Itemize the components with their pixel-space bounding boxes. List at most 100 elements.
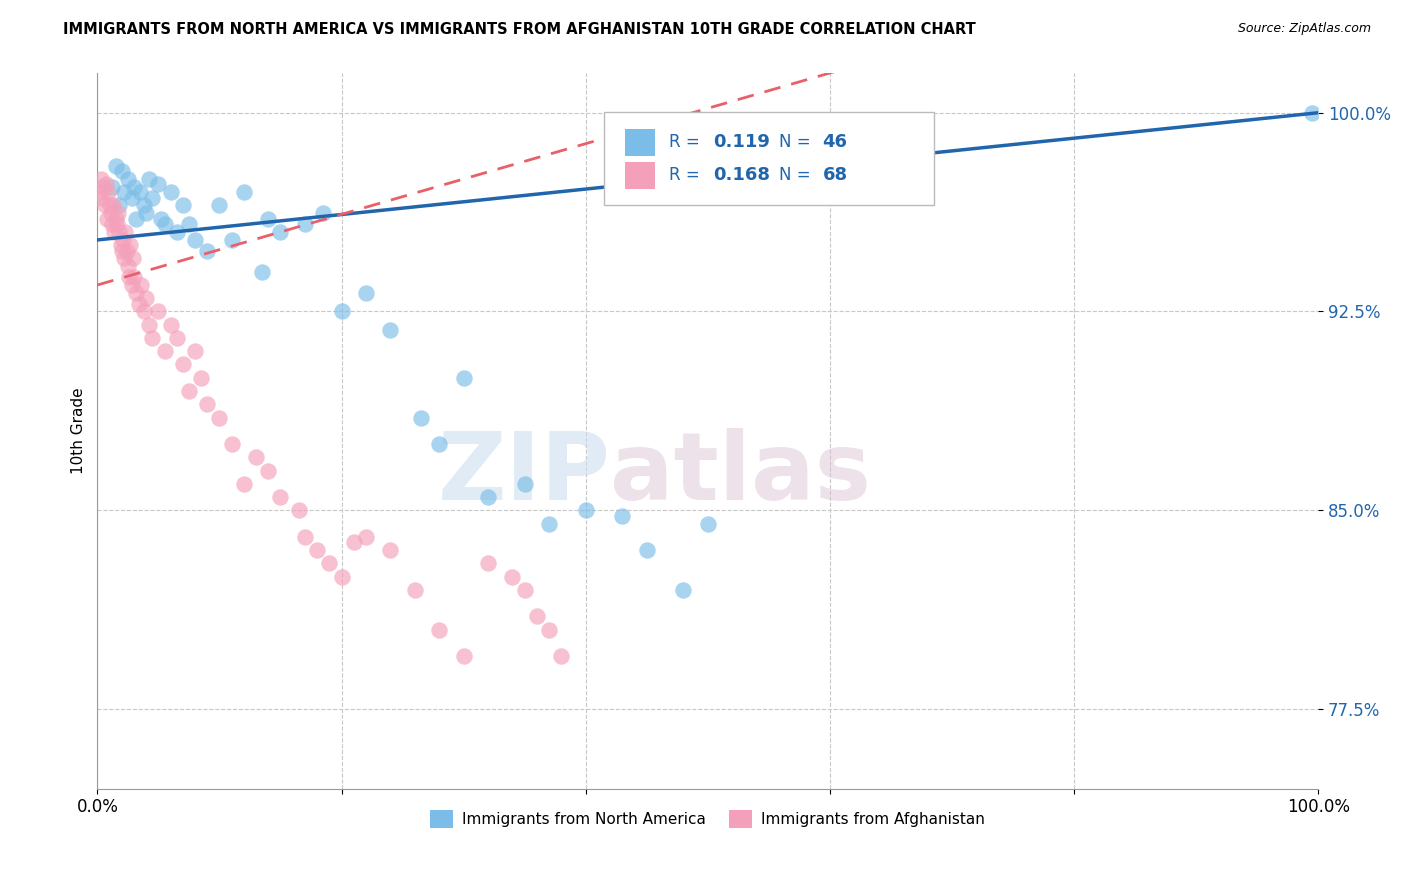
- Point: [221, 233, 243, 247]
- Point: [166, 225, 188, 239]
- Point: [312, 206, 335, 220]
- Text: 0.119: 0.119: [713, 134, 769, 152]
- Point: [380, 543, 402, 558]
- Point: [97, 186, 120, 200]
- Point: [232, 186, 254, 200]
- Point: [190, 370, 212, 384]
- Point: [343, 535, 366, 549]
- Point: [269, 490, 291, 504]
- Text: IMMIGRANTS FROM NORTH AMERICA VS IMMIGRANTS FROM AFGHANISTAN 10TH GRADE CORRELAT: IMMIGRANTS FROM NORTH AMERICA VS IMMIGRA…: [63, 22, 976, 37]
- Point: [330, 304, 353, 318]
- Point: [103, 198, 125, 212]
- Point: [111, 233, 134, 247]
- Point: [120, 238, 142, 252]
- Point: [105, 217, 128, 231]
- Point: [184, 344, 207, 359]
- Point: [110, 238, 132, 252]
- Point: [672, 582, 695, 597]
- Point: [148, 178, 170, 192]
- Point: [696, 516, 718, 531]
- Point: [453, 648, 475, 663]
- Point: [232, 476, 254, 491]
- Point: [380, 323, 402, 337]
- Point: [1301, 105, 1323, 120]
- Point: [103, 225, 125, 239]
- Point: [132, 198, 155, 212]
- Point: [294, 217, 316, 231]
- Point: [101, 180, 124, 194]
- Point: [307, 543, 329, 558]
- Point: [118, 270, 141, 285]
- Point: [115, 244, 138, 258]
- Point: [208, 410, 231, 425]
- Point: [93, 198, 115, 212]
- Point: [257, 463, 280, 477]
- Text: 46: 46: [823, 134, 848, 152]
- Point: [330, 569, 353, 583]
- Point: [513, 476, 536, 491]
- Point: [288, 503, 311, 517]
- Text: atlas: atlas: [610, 427, 872, 520]
- Point: [159, 318, 181, 332]
- Point: [93, 180, 115, 194]
- Point: [121, 190, 143, 204]
- Point: [108, 225, 131, 239]
- Point: [117, 172, 139, 186]
- Point: [153, 344, 176, 359]
- Point: [96, 211, 118, 226]
- Point: [131, 277, 153, 292]
- Point: [138, 172, 160, 186]
- Point: [138, 318, 160, 332]
- Text: R =: R =: [669, 134, 704, 152]
- FancyBboxPatch shape: [624, 161, 655, 189]
- Point: [477, 490, 499, 504]
- Point: [526, 609, 548, 624]
- Text: R =: R =: [669, 166, 704, 185]
- Y-axis label: 10th Grade: 10th Grade: [72, 387, 86, 474]
- Point: [121, 277, 143, 292]
- Point: [121, 252, 143, 266]
- Text: 68: 68: [823, 166, 848, 185]
- Point: [132, 304, 155, 318]
- Text: N =: N =: [779, 134, 815, 152]
- Point: [195, 397, 218, 411]
- Point: [195, 244, 218, 258]
- Point: [135, 291, 157, 305]
- Point: [636, 543, 658, 558]
- Point: [117, 260, 139, 274]
- FancyBboxPatch shape: [624, 128, 655, 156]
- Point: [166, 331, 188, 345]
- Point: [354, 530, 377, 544]
- Point: [172, 358, 194, 372]
- Point: [409, 410, 432, 425]
- Point: [89, 186, 111, 200]
- Point: [177, 217, 200, 231]
- Point: [221, 437, 243, 451]
- Point: [294, 530, 316, 544]
- Point: [129, 186, 152, 200]
- Point: [148, 304, 170, 318]
- Legend: Immigrants from North America, Immigrants from Afghanistan: Immigrants from North America, Immigrant…: [425, 804, 991, 835]
- Text: ZIP: ZIP: [437, 427, 610, 520]
- Point: [172, 198, 194, 212]
- Point: [427, 623, 450, 637]
- Point: [90, 172, 112, 186]
- Point: [453, 370, 475, 384]
- Point: [111, 164, 134, 178]
- Point: [112, 252, 135, 266]
- Point: [208, 198, 231, 212]
- Point: [122, 270, 145, 285]
- Point: [318, 556, 340, 570]
- Point: [98, 198, 121, 212]
- Point: [104, 159, 127, 173]
- Point: [269, 225, 291, 239]
- Point: [427, 437, 450, 451]
- Point: [101, 217, 124, 231]
- Point: [477, 556, 499, 570]
- Point: [114, 225, 136, 239]
- Point: [108, 198, 131, 212]
- Point: [177, 384, 200, 398]
- Point: [612, 508, 634, 523]
- Point: [128, 296, 150, 310]
- Point: [91, 190, 114, 204]
